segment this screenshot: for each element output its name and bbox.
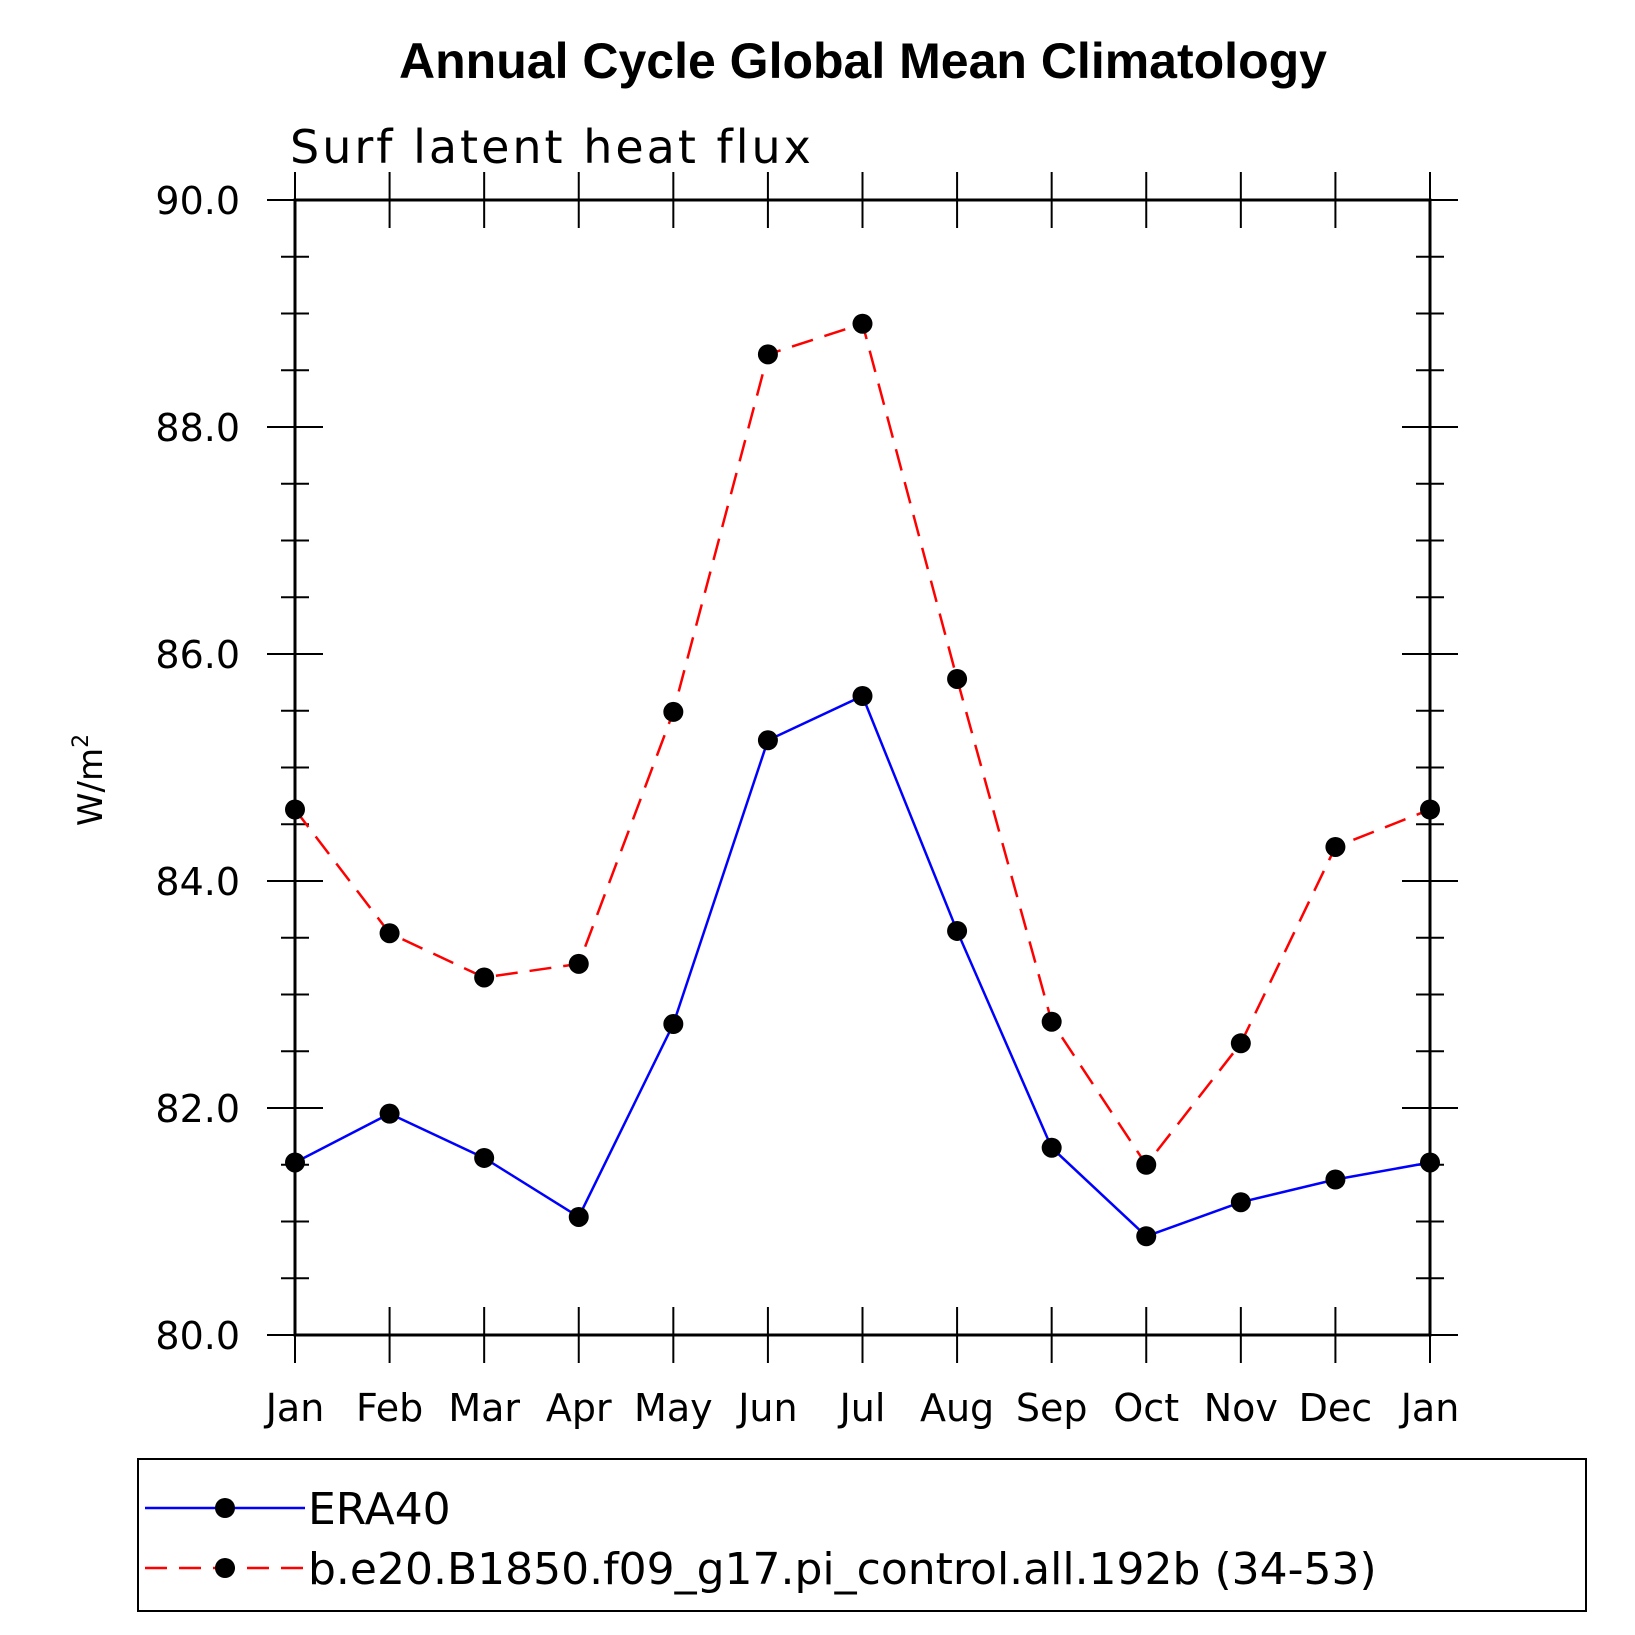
x-tick-label: Oct	[1113, 1386, 1179, 1430]
legend-marker-model	[215, 1558, 235, 1578]
legend: ERA40 b.e20.B1850.f09_g17.pi_control.all…	[137, 1458, 1587, 1612]
data-point	[1420, 1152, 1440, 1173]
data-point	[852, 685, 873, 706]
data-point	[663, 1014, 684, 1035]
data-point	[1136, 1154, 1157, 1175]
x-tick-label: Nov	[1204, 1386, 1278, 1430]
x-tick-label: Jul	[838, 1386, 886, 1430]
data-point	[1041, 1137, 1062, 1158]
data-point	[568, 953, 589, 974]
x-tick-label: Jun	[736, 1386, 797, 1430]
y-axis-label: W/m2	[69, 734, 111, 826]
legend-box	[137, 1458, 1587, 1612]
y-tick-label: 88.0	[155, 406, 240, 450]
y-tick-label: 84.0	[155, 860, 240, 904]
data-point	[285, 1152, 305, 1173]
series-line-0	[294, 694, 1431, 1238]
series-line-1	[294, 322, 1431, 1167]
chart-subtitle: Surf latent heat flux	[290, 120, 814, 174]
series-layer	[285, 313, 1440, 1247]
x-tick-labels: Jan Feb Mar Apr May Jun Jul Aug Sep Oct Nov Dec Jan	[264, 1386, 1460, 1430]
data-point	[379, 1103, 400, 1124]
legend-marker-era40	[215, 1498, 235, 1518]
data-point	[663, 701, 684, 722]
y-tick-label: 82.0	[155, 1087, 240, 1131]
data-point	[474, 967, 495, 988]
data-point	[852, 313, 873, 334]
data-point	[947, 668, 968, 689]
data-point	[379, 923, 400, 944]
data-point	[1420, 799, 1440, 820]
x-tick-label: Dec	[1299, 1386, 1373, 1430]
data-point	[947, 920, 968, 941]
x-tick-label: May	[634, 1386, 713, 1430]
data-point	[1041, 1011, 1062, 1032]
x-tick-label: Aug	[920, 1386, 994, 1430]
data-point	[285, 799, 305, 820]
x-tick-label: Sep	[1016, 1386, 1088, 1430]
data-point	[474, 1147, 495, 1168]
chart-title: Annual Cycle Global Mean Climatology	[399, 33, 1327, 89]
data-point	[1230, 1192, 1251, 1213]
legend-label-model: b.e20.B1850.f09_g17.pi_control.all.192b …	[308, 1544, 1377, 1595]
data-point	[1230, 1033, 1251, 1054]
y-tick-labels: 80.0 82.0 84.0 86.0 88.0 90.0	[155, 179, 240, 1358]
plot-axes	[267, 172, 1458, 1363]
data-point	[757, 344, 778, 365]
x-tick-label: Apr	[546, 1386, 612, 1430]
data-point	[568, 1206, 589, 1227]
legend-label-era40: ERA40	[308, 1484, 451, 1535]
x-tick-label: Jan	[264, 1386, 325, 1430]
data-point	[1325, 1169, 1346, 1190]
data-point	[757, 730, 778, 751]
plot-frame	[293, 198, 1432, 1337]
data-point	[1325, 836, 1346, 857]
x-tick-label: Jan	[1399, 1386, 1460, 1430]
y-tick-label: 80.0	[155, 1314, 240, 1358]
y-tick-label: 90.0	[155, 179, 240, 223]
x-tick-label: Mar	[448, 1386, 520, 1430]
y-tick-label: 86.0	[155, 633, 240, 677]
x-tick-label: Feb	[356, 1386, 423, 1430]
data-point	[1136, 1226, 1157, 1247]
